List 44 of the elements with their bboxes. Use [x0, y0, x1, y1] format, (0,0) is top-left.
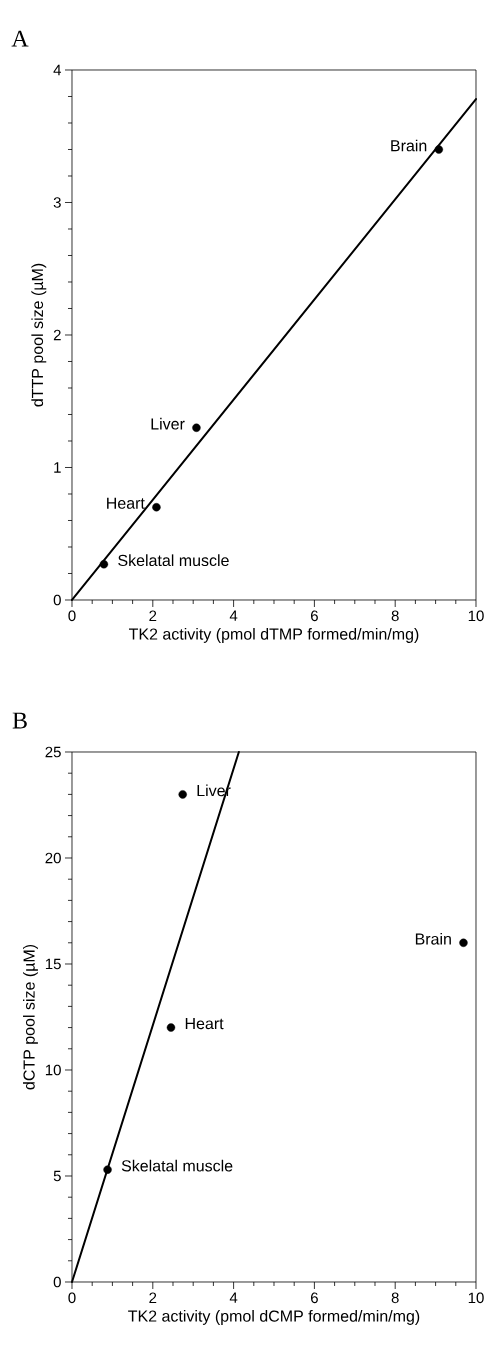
- annotation: Heart: [107, 497, 145, 509]
- x-axis-title: TK2 activity (pmol dCMP formed/min/mg): [128, 1310, 420, 1325]
- point: [103, 1165, 112, 1174]
- y-tick-label: 20: [45, 852, 61, 864]
- annotation: Brain: [415, 932, 451, 945]
- y-tick-label: 15: [45, 958, 61, 970]
- x-tick-label: 8: [391, 1292, 399, 1304]
- x-tick-label: 4: [229, 1292, 238, 1303]
- annotation: Liver: [151, 417, 185, 430]
- x-tick-label: 0: [68, 1292, 76, 1304]
- x-tick-label: 10: [468, 1292, 484, 1304]
- annotation: Skelatal muscle: [121, 1159, 233, 1172]
- point: [459, 938, 468, 947]
- chart-title: A: [11, 30, 29, 47]
- point: [434, 145, 444, 154]
- point: [152, 503, 161, 512]
- y-tick-label: 25: [45, 746, 61, 758]
- y-axis-title: dTTP pool size (µM): [31, 263, 47, 407]
- point: [99, 560, 109, 569]
- y-tick-label: 0: [53, 594, 61, 606]
- y-tick-label: 0: [53, 1276, 61, 1288]
- chart-title: B: [12, 712, 27, 729]
- x-tick-label: 4: [229, 610, 238, 621]
- x-tick-label: 2: [149, 610, 157, 621]
- y-tick-label: 2: [53, 329, 61, 341]
- y-tick-label: 4: [53, 64, 62, 76]
- x-tick-label: 6: [310, 610, 318, 622]
- x-tick-label: 10: [468, 610, 484, 622]
- y-axis-title: dCTP pool size (µM): [23, 944, 38, 1090]
- annotation: Brain: [391, 139, 427, 152]
- x-tick-label: 6: [310, 1292, 318, 1304]
- x-axis-title: TK2 activity (pmol dTMP formed/min/mg): [128, 628, 419, 643]
- x-tick-label: 0: [68, 610, 76, 622]
- y-tick-label: 3: [53, 197, 61, 208]
- y-tick-label: 5: [53, 1170, 61, 1182]
- x-tick-label: 8: [391, 610, 399, 622]
- point: [166, 1023, 176, 1032]
- point: [192, 423, 201, 432]
- x-tick-label: 2: [149, 1292, 157, 1303]
- annotation: Heart: [185, 1018, 224, 1030]
- annotation: Skelatal muscle: [118, 554, 229, 567]
- y-tick-label: 1: [54, 462, 61, 473]
- y-tick-label: 10: [45, 1064, 61, 1076]
- point: [178, 790, 187, 799]
